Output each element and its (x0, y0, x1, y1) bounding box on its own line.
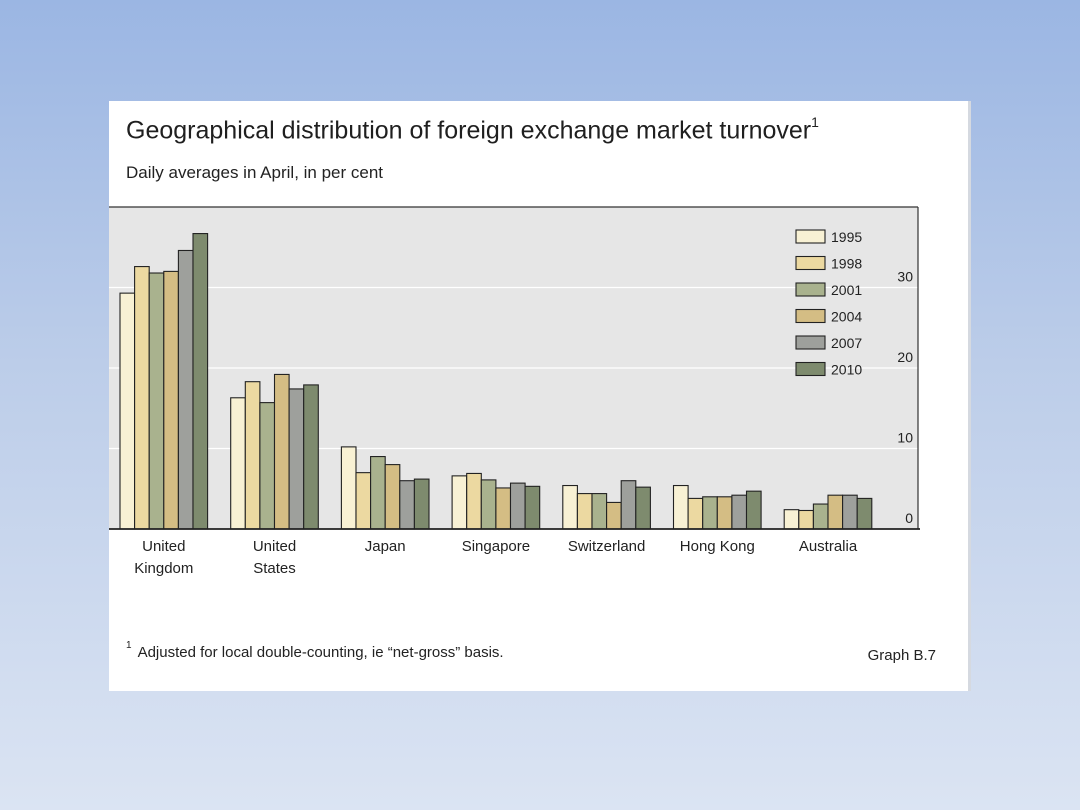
bar-chart: 0 10 20 30 United Kingdom United States Japan Si… (109, 206, 920, 577)
axes (109, 206, 920, 530)
bars (119, 233, 873, 530)
bar (856, 497, 873, 530)
bar (672, 484, 689, 530)
bar (606, 501, 622, 530)
legend-swatch (795, 361, 826, 377)
bar (288, 388, 305, 530)
bar (635, 486, 651, 530)
y-tick-label: 20 (897, 349, 913, 365)
legend-label: 2001 (831, 282, 862, 298)
legend-swatch (795, 255, 826, 271)
bar (783, 509, 800, 530)
bar (591, 493, 608, 530)
bar (745, 490, 762, 530)
x-category-label: Australia (799, 538, 858, 555)
bar (384, 464, 401, 530)
graph-id: Graph B.7 (867, 647, 936, 664)
x-category-label: United (142, 538, 185, 555)
bar (119, 292, 136, 530)
bar (576, 493, 593, 530)
legend-swatch (795, 335, 826, 350)
bar (827, 494, 844, 530)
bar (509, 482, 526, 530)
footnote-text: Adjusted for local double-counting, ie “… (137, 644, 504, 661)
legend-label: 2010 (831, 362, 862, 378)
card-edge (968, 101, 971, 691)
bar (702, 496, 718, 530)
y-tick-label: 10 (897, 430, 913, 446)
legend-swatch (795, 308, 826, 324)
chart-subtitle: Daily averages in April, in per cent (126, 163, 384, 182)
bar (524, 485, 541, 530)
bar (163, 270, 179, 530)
bar (134, 266, 150, 530)
bar (399, 480, 415, 530)
footnote: 1 Adjusted for local double-counting, ie … (126, 640, 504, 661)
legend-label: 2007 (831, 335, 862, 351)
bar (562, 484, 578, 530)
bar (687, 497, 704, 530)
x-category-label: Hong Kong (680, 538, 755, 555)
x-category-label: Switzerland (568, 538, 646, 555)
bar (303, 384, 319, 530)
footnote-marker: 1 (126, 640, 132, 651)
bar (798, 509, 814, 530)
bar (413, 478, 430, 530)
bar (148, 272, 165, 530)
y-tick-label: 30 (897, 269, 913, 285)
x-category-label: States (253, 560, 296, 577)
legend-swatch (795, 282, 826, 297)
bar (230, 397, 246, 530)
bar (370, 455, 386, 530)
chart-title-text: Geographical distribution of foreign exc… (126, 116, 812, 145)
bar (355, 472, 372, 530)
bar (480, 479, 497, 530)
bar (812, 503, 829, 530)
x-category-label: Japan (365, 538, 406, 555)
y-tick-label: 0 (905, 510, 913, 526)
bar (466, 472, 482, 530)
legend-label: 2004 (831, 309, 862, 325)
bar (842, 494, 858, 530)
bar (192, 233, 209, 530)
legend-label: 1998 (831, 256, 862, 272)
y-tick-labels: 0 10 20 30 (897, 269, 913, 527)
bar (731, 494, 748, 530)
bar (259, 402, 276, 530)
legend-label: 1995 (831, 229, 862, 245)
bar (495, 487, 512, 530)
x-category-labels: United Kingdom United States Japan Singapore S… (134, 538, 858, 577)
bar (620, 480, 637, 530)
bar (177, 249, 194, 530)
x-category-label: United (253, 538, 296, 555)
legend-swatch (795, 229, 826, 244)
legend: 1995 1998 2001 2004 2007 2010 (795, 229, 862, 378)
bar (273, 373, 290, 530)
bar (340, 446, 357, 530)
bar (716, 496, 733, 530)
bar (451, 475, 468, 530)
title-footnote-marker: 1 (811, 114, 819, 130)
chart-card: 0 10 20 30 United Kingdom United States Japan Si… (109, 101, 971, 691)
x-category-label: Singapore (462, 538, 530, 555)
x-category-label: Kingdom (134, 560, 193, 577)
bar (244, 381, 261, 530)
chart-title: Geographical distribution of foreign exc… (126, 114, 819, 145)
